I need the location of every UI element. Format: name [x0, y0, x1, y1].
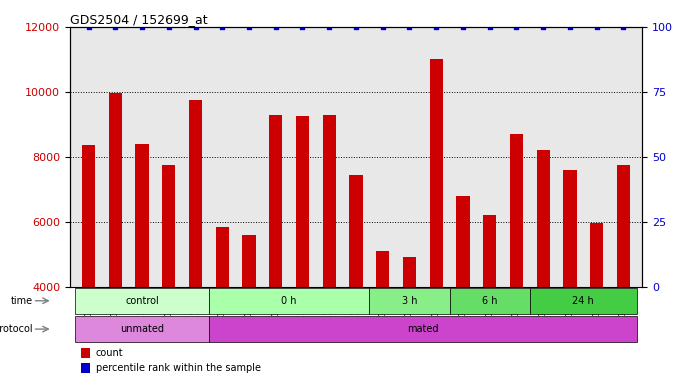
Bar	[162, 165, 175, 384]
Point	[431, 24, 442, 30]
Point	[270, 24, 281, 30]
Bar	[429, 60, 443, 384]
Point	[537, 24, 549, 30]
Text: percentile rank within the sample: percentile rank within the sample	[96, 363, 260, 373]
Bar	[82, 146, 95, 384]
Bar	[269, 114, 283, 384]
Bar	[537, 150, 550, 384]
Point	[163, 24, 174, 30]
Bar	[376, 251, 389, 384]
Bar	[403, 257, 416, 384]
Bar	[189, 100, 202, 384]
Bar	[322, 114, 336, 384]
Bar	[81, 363, 90, 373]
Point	[565, 24, 576, 30]
Point	[457, 24, 468, 30]
Text: GDS2504 / 152699_at: GDS2504 / 152699_at	[70, 13, 207, 26]
Bar	[456, 196, 470, 384]
Text: count: count	[96, 348, 123, 358]
Point	[136, 24, 147, 30]
Bar	[81, 348, 90, 358]
Bar	[135, 144, 149, 384]
Point	[404, 24, 415, 30]
Bar	[242, 235, 255, 384]
FancyBboxPatch shape	[209, 288, 369, 313]
Bar	[510, 134, 523, 384]
Point	[511, 24, 522, 30]
FancyBboxPatch shape	[75, 288, 209, 313]
Text: 6 h: 6 h	[482, 296, 498, 306]
Point	[244, 24, 255, 30]
FancyBboxPatch shape	[209, 316, 637, 342]
Point	[216, 24, 228, 30]
Text: 24 h: 24 h	[572, 296, 594, 306]
Text: mated: mated	[407, 324, 438, 334]
Bar	[483, 215, 496, 384]
Bar	[617, 165, 630, 384]
Text: time: time	[10, 296, 33, 306]
Point	[377, 24, 388, 30]
Text: control: control	[125, 296, 159, 306]
Point	[110, 24, 121, 30]
Bar	[109, 93, 122, 384]
Point	[83, 24, 94, 30]
FancyBboxPatch shape	[450, 288, 530, 313]
Bar	[216, 227, 229, 384]
Point	[350, 24, 362, 30]
Point	[618, 24, 629, 30]
Text: 0 h: 0 h	[281, 296, 297, 306]
Bar	[349, 175, 363, 384]
Point	[591, 24, 602, 30]
FancyBboxPatch shape	[530, 288, 637, 313]
Text: unmated: unmated	[120, 324, 164, 334]
Point	[324, 24, 335, 30]
Point	[484, 24, 496, 30]
FancyBboxPatch shape	[75, 316, 209, 342]
Point	[190, 24, 201, 30]
Text: protocol: protocol	[0, 324, 33, 334]
Point	[297, 24, 308, 30]
Text: 3 h: 3 h	[402, 296, 417, 306]
FancyBboxPatch shape	[369, 288, 450, 313]
Bar	[590, 223, 603, 384]
Bar	[296, 116, 309, 384]
Bar	[563, 170, 577, 384]
